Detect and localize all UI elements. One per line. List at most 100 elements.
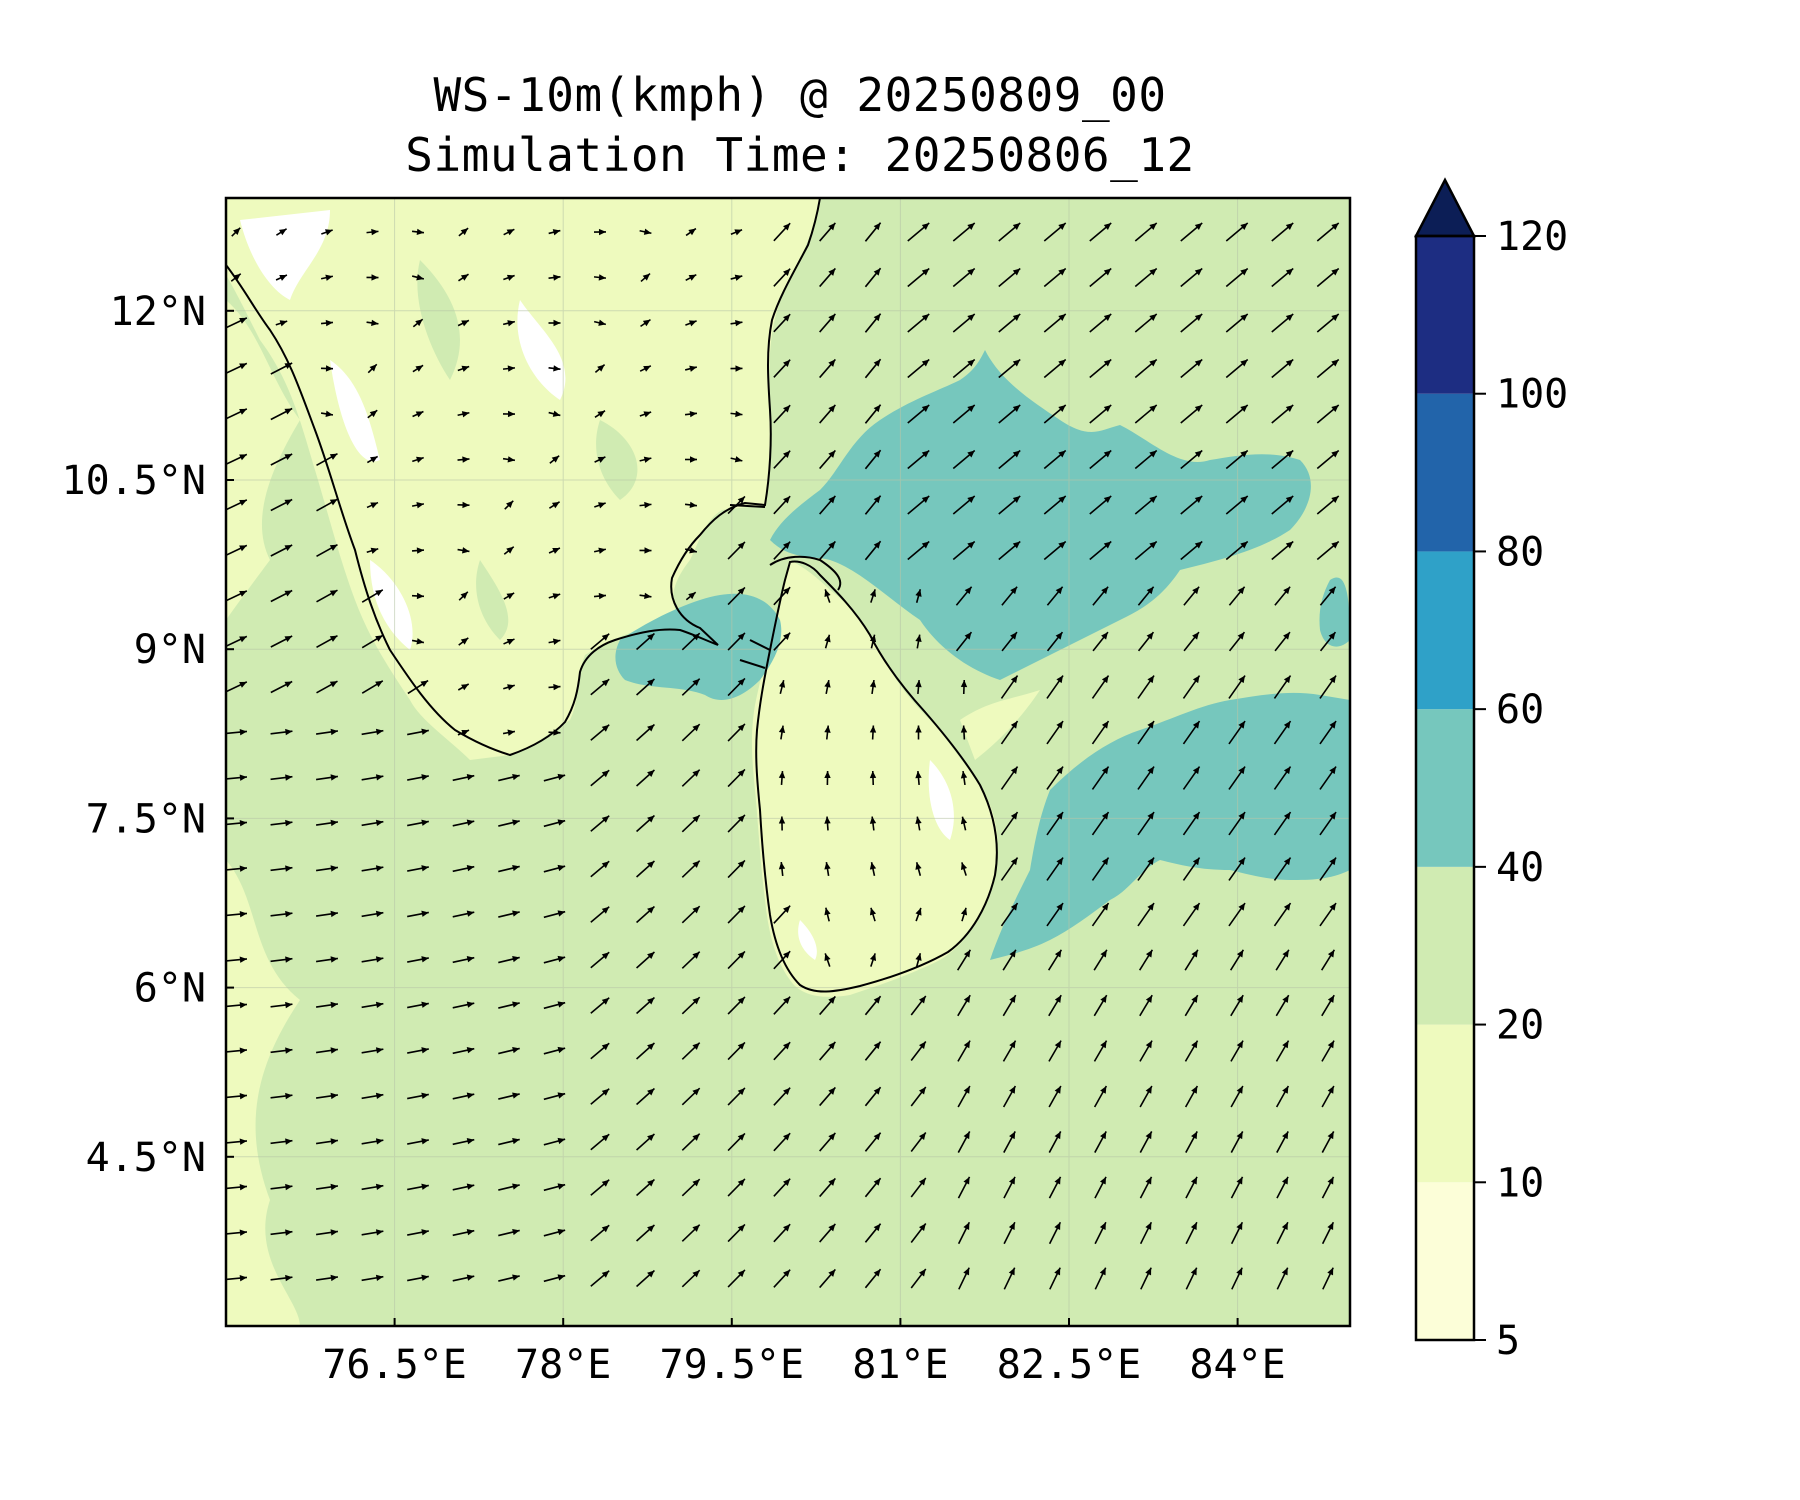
- wind-arrow: [1316, 449, 1340, 470]
- wind-arrow: [1139, 1176, 1153, 1199]
- wind-arrow: [681, 678, 701, 696]
- wind-arrow: [316, 680, 338, 694]
- wind-arrow: [361, 728, 384, 736]
- wind-arrow: [915, 634, 922, 649]
- wind-arrow: [1091, 902, 1110, 927]
- wind-arrow: [1316, 313, 1340, 333]
- wind-arrow: [1094, 1221, 1107, 1245]
- wind-arrow: [270, 1274, 293, 1282]
- wind-arrow: [685, 320, 697, 327]
- wind-arrow: [915, 770, 922, 786]
- wind-arrow: [498, 819, 520, 827]
- wind-arrow: [1134, 495, 1158, 515]
- map-area: [226, 198, 1350, 1326]
- wind-arrow: [1000, 720, 1019, 745]
- wind-arrow: [1003, 1221, 1016, 1245]
- wind-arrow: [548, 501, 561, 509]
- wind-arrow: [452, 956, 475, 964]
- wind-arrow: [1089, 358, 1112, 379]
- wind-arrow: [407, 819, 429, 827]
- wind-arrow: [407, 956, 429, 963]
- wind-arrow: [590, 1179, 610, 1196]
- wind-arrow: [998, 222, 1021, 242]
- wind-arrow: [1321, 1131, 1335, 1153]
- strong-wind-area-south-east: [990, 692, 1350, 960]
- wind-arrow: [1046, 631, 1064, 652]
- wind-arrow: [1273, 766, 1292, 790]
- wind-arrow: [361, 1047, 384, 1054]
- wind-arrow: [1271, 540, 1294, 561]
- wind-arrow: [1316, 404, 1340, 424]
- wind-arrow: [1319, 766, 1337, 790]
- wind-arrow: [1089, 404, 1112, 424]
- wind-arrow: [681, 769, 701, 787]
- wind-arrow: [960, 816, 968, 831]
- wind-arrow: [226, 1047, 248, 1054]
- wind-arrow: [819, 1086, 836, 1107]
- wind-arrow: [960, 862, 968, 876]
- wind-arrow: [907, 267, 930, 288]
- wind-arrow: [315, 865, 339, 872]
- wind-arrow: [640, 272, 651, 283]
- wind-arrow: [226, 1274, 248, 1282]
- wind-arrow: [773, 586, 791, 606]
- wind-arrow: [593, 319, 607, 326]
- wind-arrow: [361, 680, 384, 694]
- wind-arrow: [361, 1183, 384, 1191]
- wind-arrow: [549, 455, 560, 464]
- wind-arrow: [1139, 1221, 1153, 1245]
- wind-arrow: [1137, 857, 1155, 881]
- wind-arrow: [727, 495, 746, 515]
- wind-arrow: [315, 1138, 339, 1145]
- wind-arrow: [590, 1133, 610, 1151]
- gridlines: [226, 198, 1350, 1326]
- y-tick-label: 9°N: [134, 627, 206, 673]
- wind-arrow: [819, 540, 836, 561]
- wind-arrow: [1043, 540, 1067, 561]
- wind-arrow: [1230, 1176, 1244, 1199]
- wind-arrow: [824, 634, 831, 649]
- wind-arrow: [1043, 267, 1067, 288]
- wind-arrow: [366, 274, 379, 281]
- wind-arrow: [1319, 857, 1337, 881]
- wind-arrow: [681, 1042, 701, 1060]
- wind-arrow: [503, 638, 515, 645]
- wind-arrow: [452, 774, 475, 782]
- wind-arrow: [1134, 449, 1158, 470]
- wind-arrow: [1184, 1040, 1199, 1062]
- wind-arrow: [321, 229, 333, 236]
- wind-arrow: [502, 729, 516, 736]
- wind-arrow: [1319, 902, 1337, 927]
- colorbar-tick-label: 80: [1496, 529, 1544, 575]
- wind-arrow: [1094, 1267, 1107, 1290]
- wind-arrow: [778, 725, 786, 740]
- wind-arrow: [1091, 811, 1110, 836]
- wind-arrow: [366, 455, 379, 464]
- mannar-coastline: [739, 639, 771, 669]
- wind-arrow: [270, 910, 293, 918]
- wind-arrow: [1180, 222, 1203, 242]
- wind-arrow: [824, 770, 831, 786]
- wind-arrow: [1048, 1085, 1062, 1108]
- wind-arrow: [226, 408, 248, 420]
- wind-arrow: [1273, 675, 1292, 699]
- wind-arrow: [270, 680, 293, 694]
- wind-arrow: [819, 358, 836, 379]
- colorbar-frame: [1414, 234, 1476, 1342]
- wind-arrow: [773, 1087, 791, 1106]
- wind-arrow: [407, 728, 429, 736]
- wind-arrow: [685, 591, 697, 601]
- colorbar-segment: [1416, 551, 1474, 710]
- wind-arrow: [636, 769, 655, 787]
- wind-arrow: [1089, 540, 1112, 561]
- wind-arrow: [907, 540, 930, 561]
- wind-arrow: [773, 905, 791, 924]
- wind-arrow: [1271, 222, 1294, 242]
- wind-arrow: [503, 684, 515, 691]
- wind-arrow: [819, 1041, 836, 1061]
- wind-arrow: [910, 1086, 927, 1107]
- wind-arrow: [590, 906, 610, 923]
- wind-arrow: [1319, 586, 1337, 606]
- wind-arrow: [498, 864, 520, 873]
- wind-arrow: [636, 1042, 655, 1060]
